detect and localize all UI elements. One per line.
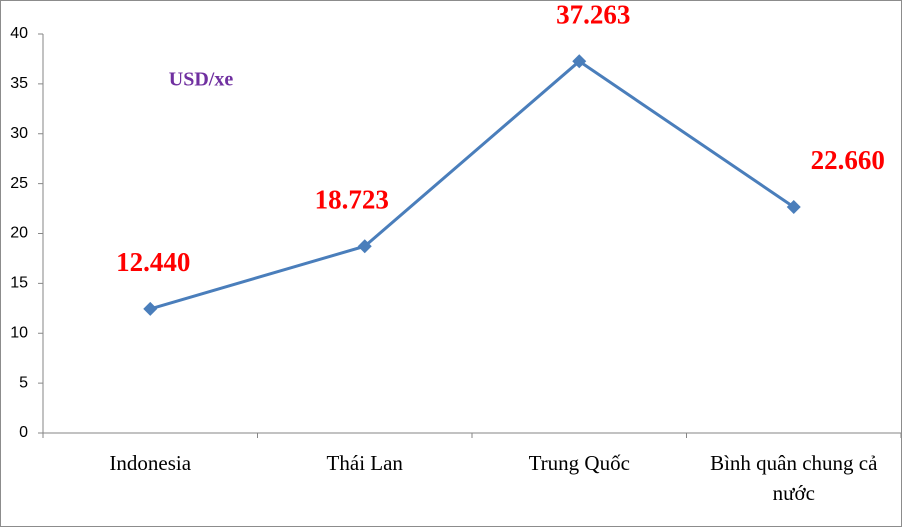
marker [143, 301, 158, 316]
y-tick-label: 25 [10, 175, 28, 192]
marker [786, 199, 801, 214]
y-tick-label: 10 [10, 324, 28, 341]
y-tick-label: 5 [19, 374, 28, 391]
y-tick-label: 35 [10, 75, 28, 92]
x-tick-label: Trung Quốc [528, 451, 630, 475]
data-label: 18.723 [315, 184, 389, 214]
x-tick-label: Bình quân chung cả nước [710, 451, 878, 505]
data-label: 12.440 [116, 247, 190, 277]
x-tick-label: Thái Lan [326, 451, 403, 475]
data-label: 37.263 [556, 1, 630, 30]
y-tick-label: 15 [10, 275, 28, 292]
marker [357, 239, 372, 254]
marker [572, 54, 587, 69]
y-tick-label: 0 [19, 424, 28, 441]
x-tick-label: Indonesia [109, 451, 192, 475]
data-label: 22.660 [811, 145, 885, 175]
y-tick-label: 30 [10, 125, 28, 142]
annotation: USD/xe [169, 69, 234, 91]
y-tick-label: 40 [10, 25, 28, 42]
line [149, 59, 795, 311]
y-tick-label: 20 [10, 225, 28, 242]
